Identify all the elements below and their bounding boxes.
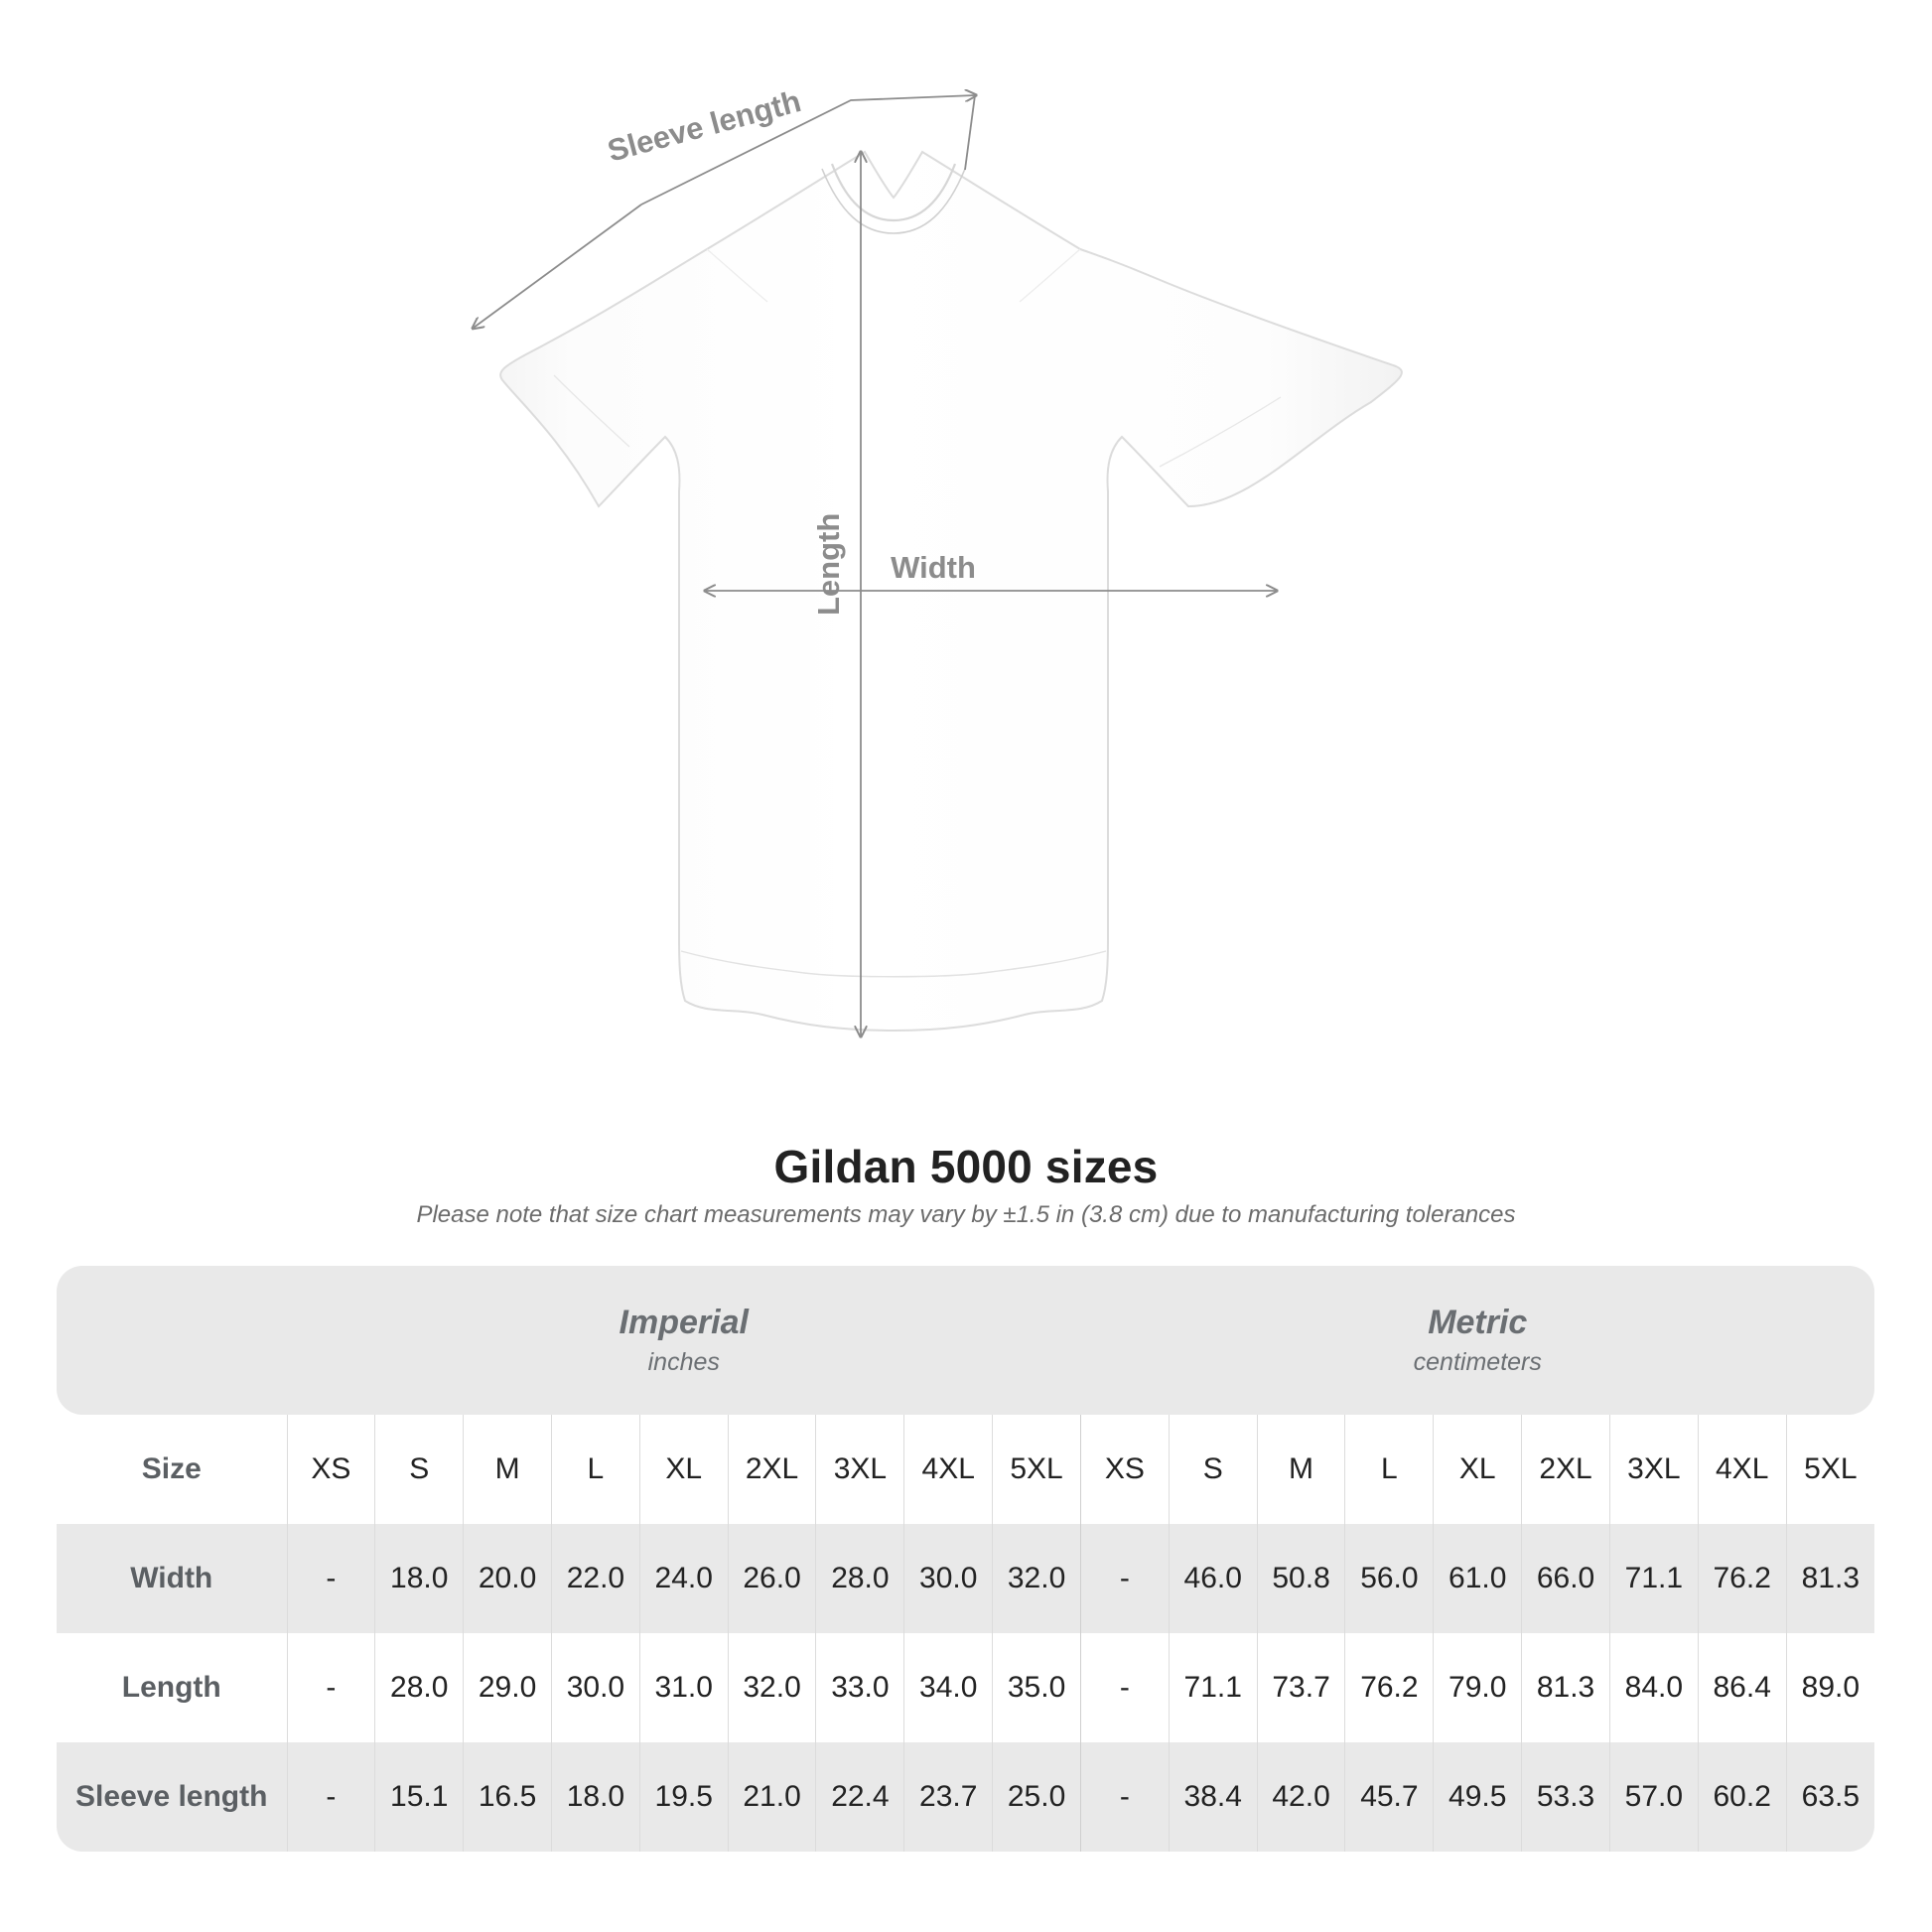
svg-text:Width: Width xyxy=(891,550,976,585)
svg-text:Length: Length xyxy=(811,513,846,616)
svg-text:Sleeve length: Sleeve length xyxy=(604,83,804,169)
